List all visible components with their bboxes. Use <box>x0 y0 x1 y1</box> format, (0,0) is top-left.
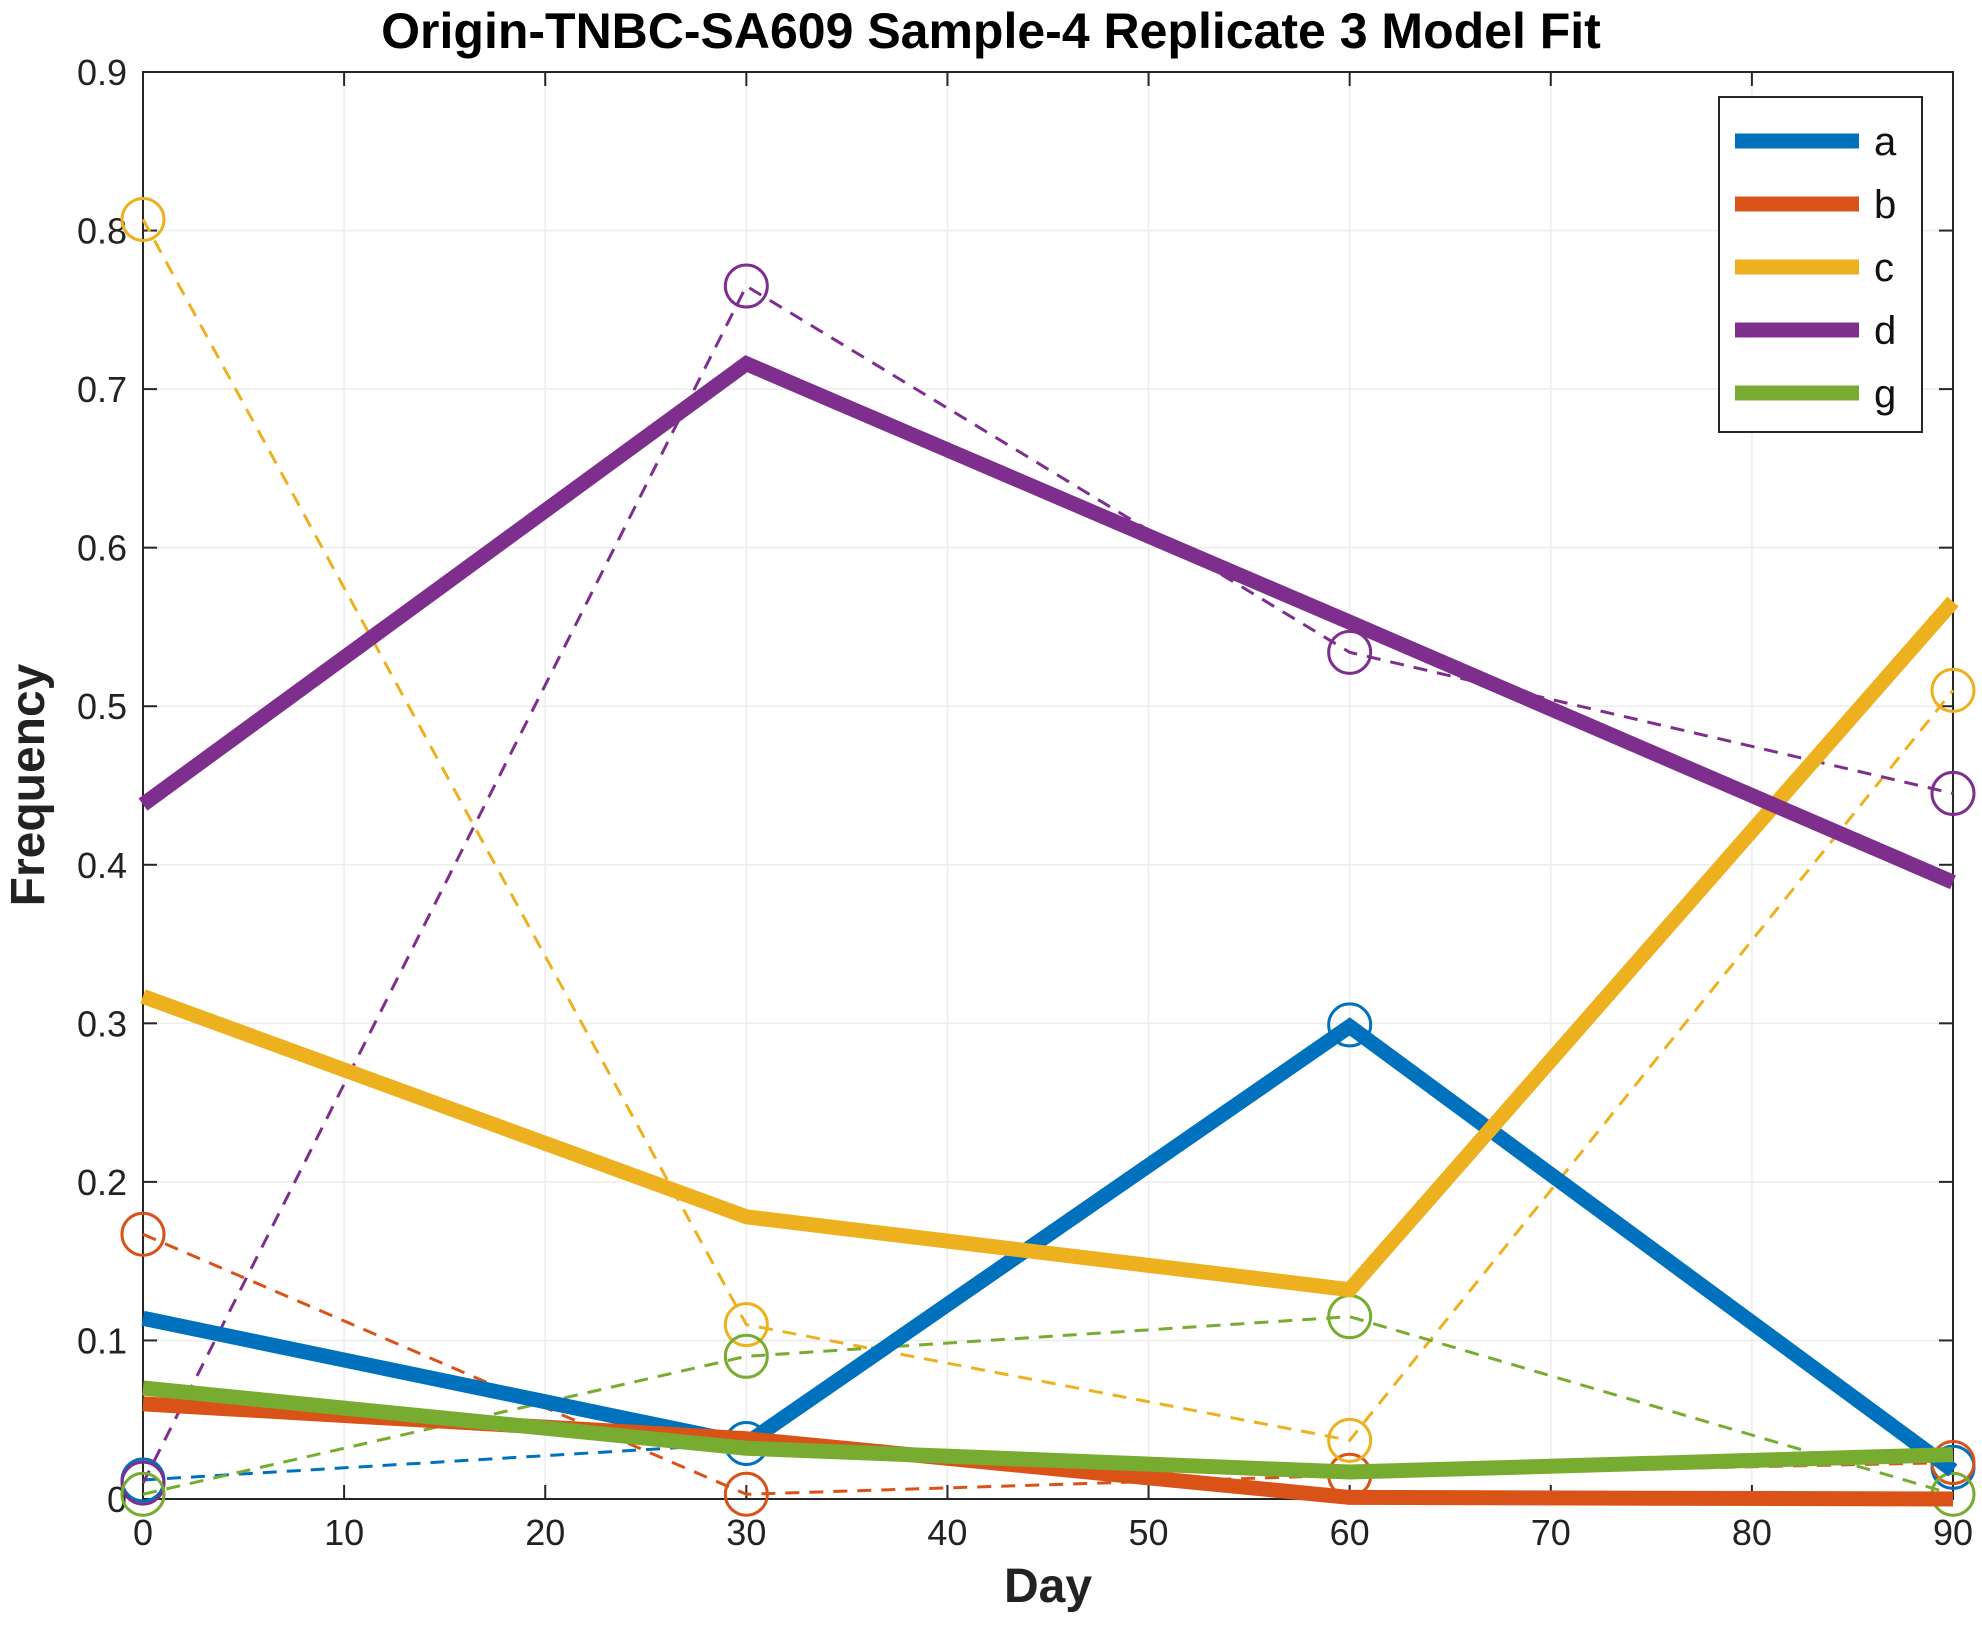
observed-point-a <box>1327 1002 1373 1048</box>
x-tick-label: 10 <box>324 1512 364 1553</box>
series-layer <box>120 196 1976 1517</box>
observed-point-c <box>1327 1417 1373 1463</box>
observed-layer <box>120 196 1976 1517</box>
axes: 0 10 20 30 40 50 60 70 80 9000.10.20.30.40.50.60.… <box>77 52 1973 1553</box>
plot-frame <box>142 71 1954 1500</box>
observed-point-b <box>120 1211 166 1257</box>
observed-point-c <box>120 196 166 242</box>
y-tick-label: 0.2 <box>77 1162 127 1203</box>
x-tick-label: 60 <box>1330 1512 1370 1553</box>
legend-label-a: a <box>1874 120 1897 164</box>
observed-point-d <box>723 263 769 309</box>
y-tick-label: 0.4 <box>77 845 127 886</box>
x-tick-label: 20 <box>525 1512 565 1553</box>
model-line-a <box>141 1017 1958 1477</box>
x-tick-label: 80 <box>1732 1512 1772 1553</box>
x-tick-label: 70 <box>1531 1512 1571 1553</box>
grid <box>142 71 1954 1500</box>
observed-point-g <box>120 1471 166 1517</box>
model-line-g <box>142 1380 1954 1480</box>
x-tick-label: 50 <box>1129 1512 1169 1553</box>
observed-point-d <box>120 1460 166 1506</box>
observed-point-c <box>1930 667 1976 713</box>
observed-line-g <box>142 1315 1954 1496</box>
legend-label-d: d <box>1874 309 1896 353</box>
y-tick-label: 0.1 <box>77 1320 127 1361</box>
legend-label-c: c <box>1874 246 1894 290</box>
chart-title: Origin-TNBC-SA609 Sample-4 Replicate 3 M… <box>381 3 1601 59</box>
observed-line-d <box>141 283 1954 1484</box>
x-axis-label: Day <box>1004 1560 1092 1613</box>
observed-point-d <box>1930 770 1976 816</box>
legend-label-b: b <box>1874 183 1896 227</box>
observed-point-d <box>1327 629 1373 675</box>
y-tick-label: 0.3 <box>77 1003 127 1044</box>
x-tick-label: 40 <box>927 1512 967 1553</box>
x-tick-label: 90 <box>1933 1512 1973 1553</box>
observed-point-c <box>723 1302 769 1348</box>
y-tick-label: 0.6 <box>77 528 127 569</box>
observed-point-b <box>723 1471 769 1517</box>
x-tick-label: 30 <box>726 1512 766 1553</box>
y-tick-label: 0.8 <box>77 211 127 252</box>
y-axis-label: Frequency <box>2 663 55 906</box>
x-tick-label: 0 <box>133 1512 153 1553</box>
observed-point-g <box>723 1333 769 1379</box>
y-tick-label: 0.7 <box>77 369 127 410</box>
y-tick-label: 0.5 <box>77 686 127 727</box>
model-line-d <box>138 355 1956 890</box>
legend-label-g: g <box>1874 372 1896 416</box>
model-line-c <box>140 596 1959 1298</box>
model-layer <box>138 355 1959 1507</box>
y-tick-label: 0.9 <box>77 52 127 93</box>
observed-line-c <box>141 218 1955 1442</box>
